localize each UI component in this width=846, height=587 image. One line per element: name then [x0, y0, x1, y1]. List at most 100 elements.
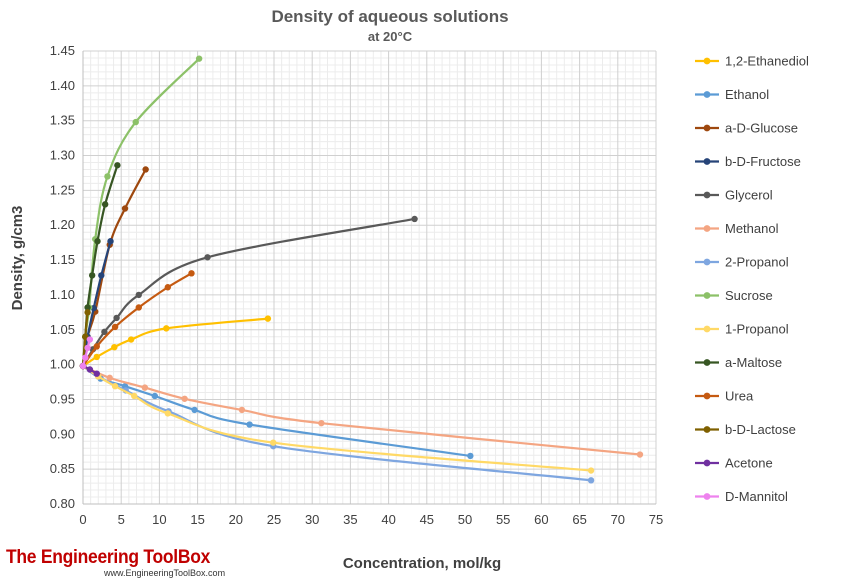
x-tick-label: 40 [381, 512, 395, 527]
data-point-d-mannitol [84, 344, 91, 352]
x-tick-label: 0 [79, 512, 86, 527]
x-tick-label: 75 [649, 512, 663, 527]
brand-logo: The Engineering ToolBox www.EngineeringT… [6, 548, 228, 579]
data-point-ethanol [191, 406, 198, 414]
legend-swatch-marker [703, 459, 711, 467]
x-tick-label: 55 [496, 512, 510, 527]
data-point-a-d-glucose [142, 166, 149, 173]
legend-swatch-marker [703, 191, 711, 199]
legend-swatch-marker [703, 426, 711, 433]
x-axis-label: Concentration, mol/kg [343, 555, 501, 572]
legend-label: 1-Propanol [725, 322, 789, 337]
data-point-1-2-ethanediol [163, 325, 170, 332]
data-point-1-2-ethanediol [127, 336, 135, 343]
y-tick-label: 1.10 [50, 287, 75, 302]
legend-item-urea: Urea [695, 389, 754, 404]
data-point-a-maltose [88, 272, 96, 279]
x-tick-label: 30 [305, 512, 319, 527]
y-tick-label: 1.40 [50, 78, 75, 93]
data-point-glycerol [204, 254, 211, 261]
axes [82, 51, 656, 505]
x-tick-labels: 0 5 10 15 20 25 30 35 40 45 50 55 60 65 70 75 [79, 512, 663, 527]
x-tick-label: 35 [343, 512, 357, 527]
legend-item-ethanol: Ethanol [695, 87, 769, 102]
y-tick-label: 0.85 [50, 461, 75, 476]
legend-label: Glycerol [725, 188, 773, 203]
data-point-acetone [86, 366, 94, 373]
x-tick-label: 20 [229, 512, 243, 527]
data-point-d-mannitol [82, 354, 89, 361]
y-tick-label: 1.25 [50, 182, 75, 197]
data-point-glycerol [411, 215, 418, 223]
data-point-d-mannitol [79, 362, 87, 370]
legend-item-acetone: Acetone [695, 456, 773, 471]
legend-label: a-D-Glucose [725, 121, 798, 136]
series-glycerol [79, 215, 418, 370]
legend-label: 1,2-Ethanediol [725, 54, 809, 69]
data-point-1-propanol [164, 410, 172, 417]
legend-swatch-marker [703, 258, 711, 266]
data-point-1-2-ethanediol [111, 343, 118, 351]
data-point-a-d-glucose [121, 205, 129, 212]
legend: 1,2-Ethanediol Ethanol a-D-Glucose b-D-Fruc… [695, 54, 809, 504]
y-tick-label: 1.30 [50, 148, 75, 163]
y-tick-label: 1.00 [50, 357, 75, 372]
data-point-a-maltose [101, 201, 109, 208]
x-tick-label: 65 [572, 512, 586, 527]
brand-name: The Engineering ToolBox [6, 547, 211, 568]
x-tick-label: 10 [152, 512, 166, 527]
data-point-1-2-ethanediol [93, 353, 100, 361]
data-point-urea [188, 270, 195, 277]
y-tick-label: 0.80 [50, 496, 75, 511]
series-d-mannitol [79, 336, 94, 370]
series-group [79, 55, 644, 484]
data-point-urea [93, 343, 100, 350]
y-tick-label: 0.90 [50, 426, 75, 441]
data-point-sucrose [132, 118, 139, 126]
data-point-urea [164, 284, 172, 291]
legend-swatch-marker [703, 225, 711, 232]
data-point-1-propanol [270, 439, 277, 446]
legend-swatch-marker [703, 493, 711, 500]
legend-label: Methanol [725, 221, 779, 236]
data-point-b-d-fructose [107, 238, 114, 245]
data-point-methanol [141, 384, 149, 391]
data-point-b-d-lactose [82, 333, 89, 340]
data-point-methanol [238, 406, 246, 414]
data-point-glycerol [113, 314, 120, 322]
data-point-glycerol [101, 328, 108, 336]
y-tick-labels: 0.80 0.85 0.90 0.95 1.00 1.05 1.10 1.15 1.20 1.25… [50, 43, 75, 511]
data-point-glycerol [135, 291, 142, 299]
legend-swatch-marker [703, 91, 711, 98]
data-point-methanol [181, 395, 188, 402]
data-point-methanol [318, 419, 325, 427]
data-point-2-propanol [587, 477, 595, 484]
chart-subtitle: at 20°C [368, 29, 413, 44]
y-tick-label: 1.15 [50, 252, 75, 267]
x-tick-label: 50 [458, 512, 472, 527]
legend-item-b-d-fructose: b-D-Fructose [695, 154, 801, 169]
legend-label: D-Mannitol [725, 489, 788, 504]
data-point-methanol [636, 451, 644, 458]
data-point-sucrose [104, 173, 111, 180]
brand-url: www.EngineeringToolBox.com [104, 568, 226, 578]
data-point-a-maltose [114, 162, 121, 169]
legend-label: Acetone [725, 456, 773, 471]
data-point-d-mannitol [86, 336, 94, 343]
legend-label: b-D-Lactose [725, 422, 796, 437]
y-tick-label: 1.35 [50, 113, 75, 128]
x-tick-label: 45 [420, 512, 434, 527]
x-tick-label: 70 [611, 512, 625, 527]
legend-label: a-Maltose [725, 355, 782, 370]
legend-swatch-marker [703, 124, 711, 132]
legend-item-a-d-glucose: a-D-Glucose [695, 121, 798, 136]
legend-swatch-marker [703, 325, 711, 333]
legend-swatch-marker [703, 292, 711, 299]
data-point-a-maltose [94, 238, 101, 245]
legend-item-d-mannitol: D-Mannitol [695, 489, 788, 504]
legend-item-2-propanol: 2-Propanol [695, 255, 789, 270]
data-point-ethanol [246, 421, 253, 428]
major-grid [82, 50, 657, 505]
